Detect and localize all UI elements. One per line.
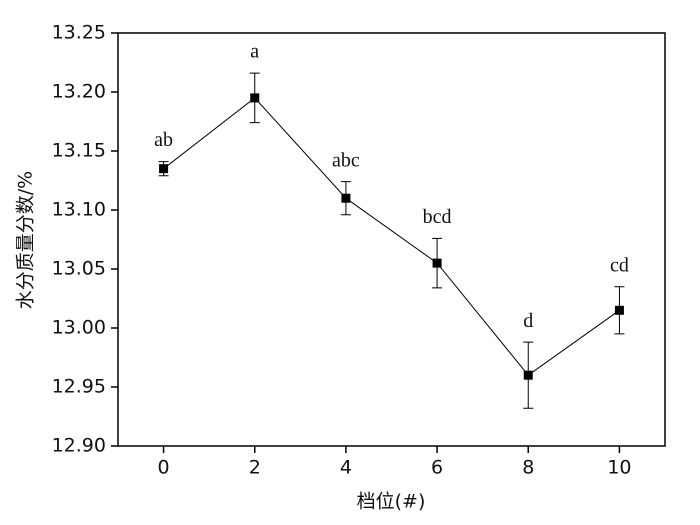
x-tick-label: 0 xyxy=(158,457,170,479)
annotation: bcd xyxy=(423,206,452,228)
data-point xyxy=(250,93,260,103)
x-tick-label: 4 xyxy=(340,457,352,479)
data-point xyxy=(341,193,351,203)
x-tick-label: 6 xyxy=(431,457,443,479)
annotation: abc xyxy=(332,149,360,171)
y-tick-label: 13.00 xyxy=(52,317,106,339)
data-point xyxy=(523,370,533,380)
data-point xyxy=(159,164,169,174)
annotation: cd xyxy=(610,254,629,276)
annotation: a xyxy=(250,41,259,63)
annotation: ab xyxy=(154,129,173,151)
y-tick-label: 12.90 xyxy=(52,435,106,457)
annotation: d xyxy=(523,310,533,332)
y-tick-label: 13.15 xyxy=(52,140,106,162)
x-tick-label: 10 xyxy=(607,457,631,479)
x-tick-label: 8 xyxy=(522,457,534,479)
y-tick-label: 13.10 xyxy=(52,199,106,221)
y-tick-label: 12.95 xyxy=(52,376,106,398)
data-point xyxy=(432,258,442,268)
data-point xyxy=(614,305,624,315)
y-axis-title: 水分质量分数/% xyxy=(15,171,37,309)
data-line xyxy=(163,97,620,376)
y-tick-label: 13.20 xyxy=(52,81,106,103)
x-tick-label: 2 xyxy=(249,457,261,479)
plot-frame xyxy=(117,32,666,447)
x-axis-title: 档位(#) xyxy=(357,491,426,513)
y-tick-label: 13.05 xyxy=(52,258,106,280)
y-tick-label: 13.25 xyxy=(52,22,106,44)
